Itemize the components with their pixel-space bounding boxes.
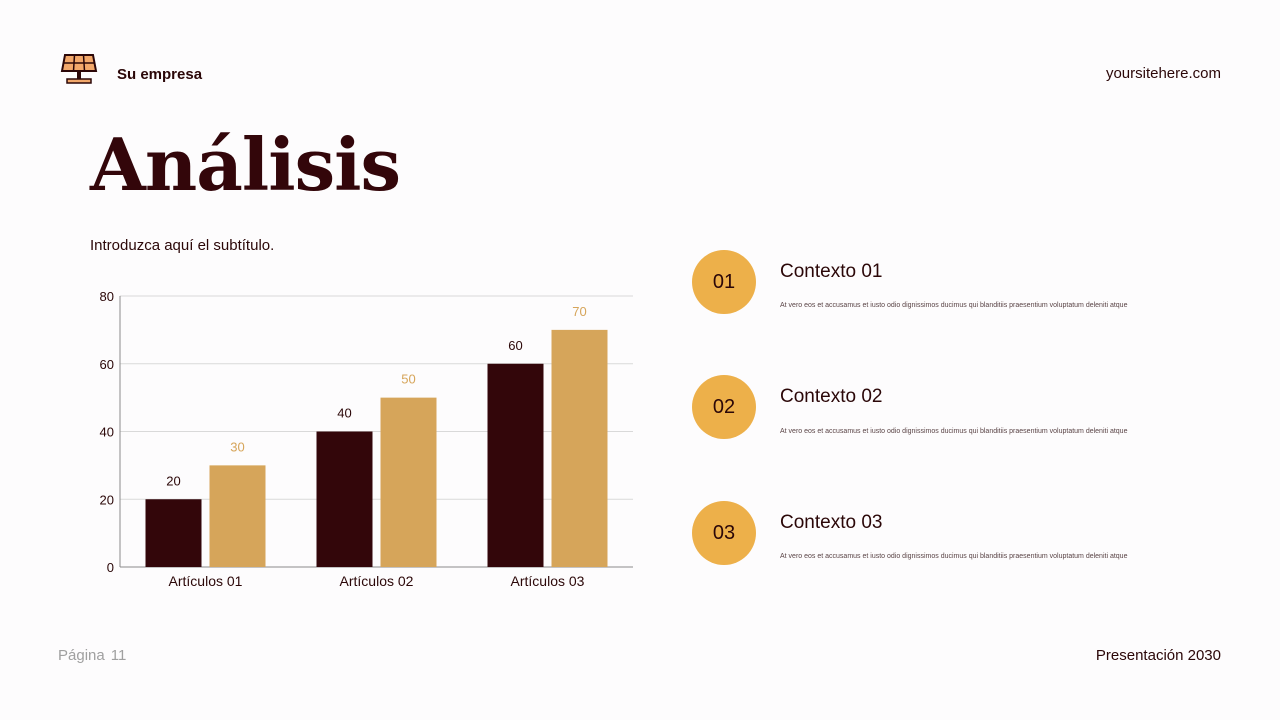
bar	[209, 465, 266, 567]
page-number: 11	[110, 647, 127, 664]
data-label: 40	[337, 406, 351, 421]
data-label: 50	[401, 372, 415, 387]
context-description: At vero eos et accusamus et iusto odio d…	[780, 553, 1128, 560]
x-tick-label: Artículos 03	[511, 573, 585, 589]
data-label: 30	[230, 439, 244, 454]
x-tick-label: Artículos 01	[169, 573, 243, 589]
x-tick-label: Artículos 02	[340, 573, 414, 589]
data-label: 60	[508, 338, 522, 353]
website-link[interactable]: yoursitehere.com	[1105, 65, 1221, 82]
data-label: 70	[572, 304, 586, 319]
context-number-badge: 01	[692, 250, 756, 314]
y-tick-label: 20	[100, 492, 114, 507]
page-title: Análisis	[90, 122, 401, 207]
y-tick-label: 0	[107, 560, 114, 575]
data-label: 20	[166, 473, 180, 488]
presentation-label: Presentación 2030	[1095, 647, 1221, 664]
company-name: Su empresa	[117, 66, 203, 83]
context-number-badge: 03	[692, 501, 756, 565]
context-title: Contexto 02	[780, 386, 883, 407]
page-indicator: Página 11	[58, 647, 126, 664]
context-description: At vero eos et accusamus et iusto odio d…	[780, 302, 1128, 309]
context-number-badge: 02	[692, 375, 756, 439]
bar	[551, 329, 608, 567]
bar	[380, 397, 437, 567]
y-tick-label: 60	[100, 357, 114, 372]
bar	[316, 431, 373, 567]
page-subtitle: Introduzca aquí el subtítulo.	[90, 237, 275, 254]
bar	[145, 499, 202, 567]
y-tick-label: 40	[100, 425, 114, 440]
y-tick-label: 80	[100, 289, 114, 304]
page-label: Página	[58, 647, 105, 664]
context-title: Contexto 03	[780, 512, 883, 533]
bar	[487, 363, 544, 567]
bar-chart: 0 20 40 60 80 20 30 Artículos 01 40 50 Artículos 0…	[100, 289, 633, 589]
context-title: Contexto 01	[780, 261, 883, 282]
context-description: At vero eos et accusamus et iusto odio d…	[780, 428, 1128, 435]
solar-panel-logo-icon	[60, 54, 98, 84]
